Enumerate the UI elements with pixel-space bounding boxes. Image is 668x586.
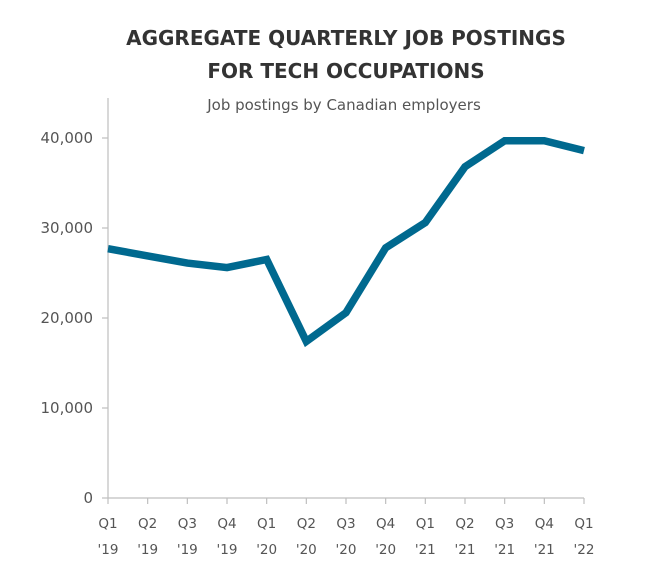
y-tick-label: 0 [83,489,93,507]
x-tick-label-year: '21 [534,542,555,558]
x-tick-label-year: '21 [455,542,476,558]
x-tick-label-quarter: Q1 [416,516,435,532]
x-tick-label-quarter: Q1 [574,516,593,532]
y-tick-label: 30,000 [41,219,94,237]
x-tick-label-quarter: Q3 [178,516,197,532]
x-axis: Q1 '19 Q2 '19 Q3 '19 Q4 '19 Q1 '20 Q2 '20 Q3 '20 Q4 '20… [98,497,595,558]
chart-title-line-1: AGGREGATE QUARTERLY JOB POSTINGS [126,26,566,50]
x-tick-label-year: '20 [256,542,277,558]
x-tick-label-year: '22 [574,542,595,558]
chart-subtitle: Job postings by Canadian employers [206,96,481,114]
x-tick-label-quarter: Q1 [98,516,117,532]
x-tick-label-year: '20 [375,542,396,558]
x-tick-label-year: '21 [415,542,436,558]
x-tick-label-quarter: Q2 [297,516,316,532]
series-group [107,136,585,348]
x-tick-label-year: '20 [296,542,317,558]
x-tick-label-year: '20 [336,542,357,558]
y-axis: 0 10,000 20,000 30,000 40,000 [41,98,109,507]
y-tick-label: 10,000 [41,399,94,417]
x-tick-label-quarter: Q4 [376,516,395,532]
y-tick-label: 20,000 [41,309,94,327]
x-tick-label-quarter: Q2 [455,516,474,532]
x-tick-label-year: '19 [137,542,158,558]
series-line [107,136,585,348]
y-tick-label: 40,000 [41,129,94,147]
x-tick-label-quarter: Q2 [138,516,157,532]
x-tick-label-year: '19 [217,542,238,558]
x-tick-label-quarter: Q1 [257,516,276,532]
chart-title-line-2: FOR TECH OCCUPATIONS [207,59,484,83]
x-tick-label-quarter: Q3 [495,516,514,532]
x-tick-label-quarter: Q4 [535,516,554,532]
x-tick-label-quarter: Q4 [217,516,236,532]
x-tick-label-year: '21 [494,542,515,558]
x-tick-label-year: '19 [98,542,119,558]
x-tick-label-year: '19 [177,542,198,558]
x-tick-label-quarter: Q3 [336,516,355,532]
